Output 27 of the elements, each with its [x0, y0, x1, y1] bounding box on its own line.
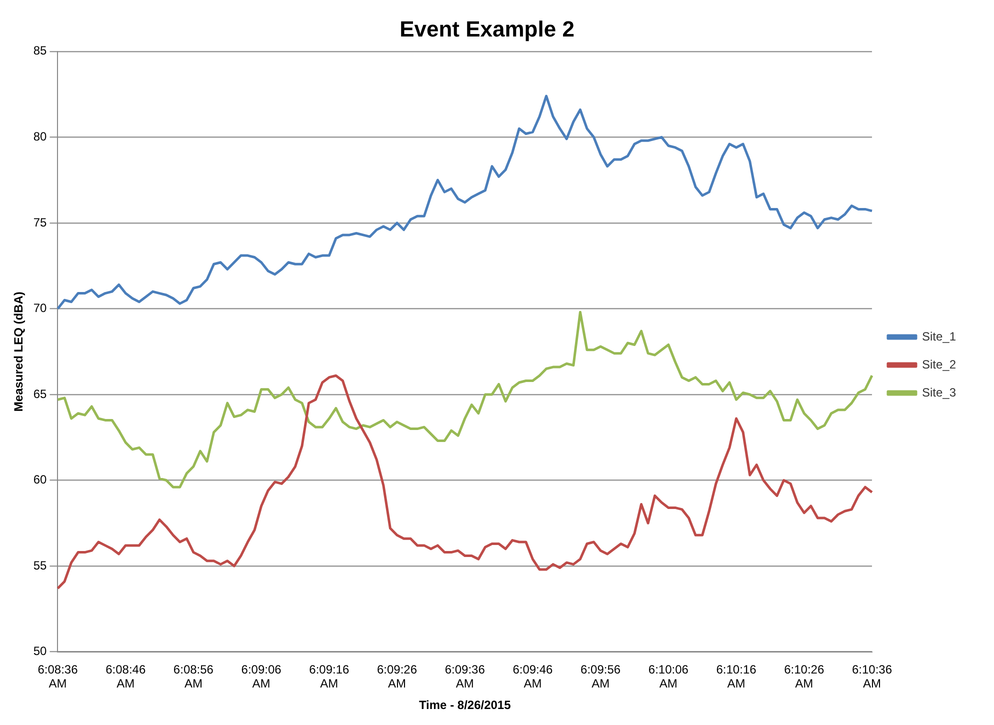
x-tick-label: 6:09:46 AM — [512, 662, 554, 691]
y-tick-label: 60 — [33, 472, 48, 487]
y-tick-label: 85 — [33, 44, 48, 58]
x-tick-label: 6:09:36 AM — [444, 662, 486, 691]
x-tick-label: 6:10:36 AM — [852, 662, 892, 691]
y-tick-label: 65 — [33, 386, 48, 401]
y-tick-label: 55 — [33, 558, 48, 572]
legend-label: Site_2 — [922, 357, 956, 372]
y-axis-title: Measured LEQ (dBA) — [12, 292, 26, 412]
y-tick-label: 70 — [33, 301, 48, 316]
legend-label: Site_3 — [922, 385, 956, 400]
x-tick-label: 6:09:26 AM — [376, 662, 418, 691]
x-tick-label: 6:08:46 AM — [106, 662, 146, 691]
x-tick-label: 6:08:56 AM — [173, 662, 214, 691]
x-tick-label: 6:10:26 AM — [784, 662, 824, 691]
x-tick-label: 6:09:06 AM — [241, 662, 282, 691]
x-tick-label: 6:08:36 AM — [38, 662, 78, 691]
x-tick-label: 6:09:56 AM — [580, 662, 621, 691]
x-tick-label: 6:10:06 AM — [648, 662, 689, 691]
x-tick-label: 6:09:16 AM — [309, 662, 350, 691]
x-axis-title: Time - 8/26/2015 — [418, 698, 512, 712]
y-tick-label: 80 — [33, 129, 48, 144]
y-tick-label: 75 — [33, 215, 48, 230]
chart-title: Event Example 2 — [400, 16, 574, 42]
legend-label: Site_1 — [922, 329, 956, 344]
y-tick-label: 50 — [33, 644, 48, 658]
x-tick-label: 6:10:16 AM — [716, 662, 757, 691]
